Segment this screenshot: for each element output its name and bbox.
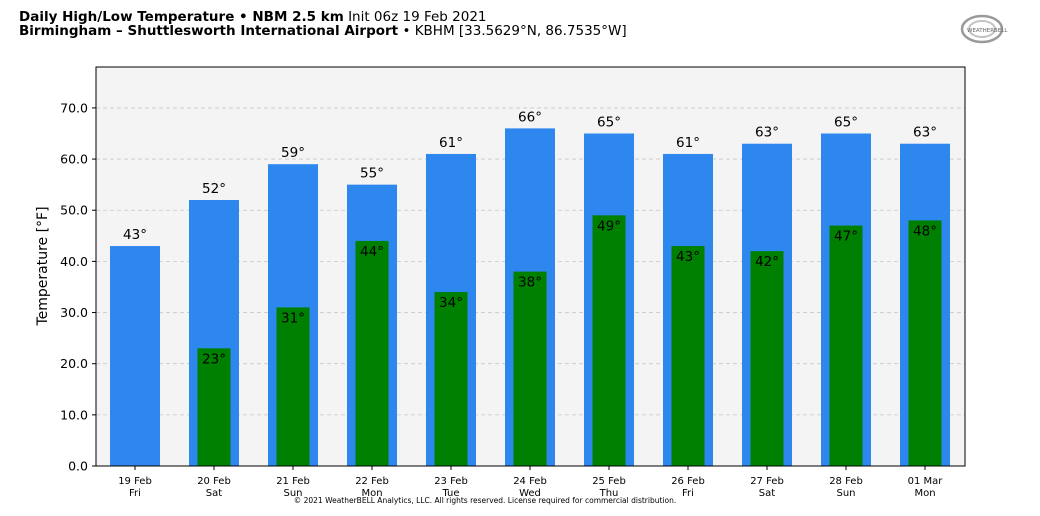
x-tick-date: 19 Feb <box>118 476 152 487</box>
x-tick-day: Mon <box>361 488 382 499</box>
title-bold: Daily High/Low Temperature • NBM 2.5 km <box>19 9 344 25</box>
chart-title: Daily High/Low Temperature • NBM 2.5 km … <box>19 9 487 25</box>
y-tick-label: 50.0 <box>60 203 88 218</box>
y-tick-label: 30.0 <box>60 305 88 320</box>
low-label: 47° <box>834 229 858 245</box>
high-label: 59° <box>281 145 305 161</box>
high-label: 61° <box>676 135 700 151</box>
low-bar <box>592 215 626 466</box>
x-tick-date: 24 Feb <box>513 476 547 487</box>
high-label: 65° <box>834 115 858 131</box>
low-bar <box>355 240 389 466</box>
low-bar <box>750 251 784 466</box>
location-name: Birmingham – Shuttlesworth International… <box>19 23 399 39</box>
low-label: 23° <box>202 351 226 367</box>
x-tick-day: Tue <box>441 488 459 499</box>
high-label: 55° <box>360 166 384 182</box>
y-axis-label: Temperature [°F] <box>35 206 51 326</box>
y-tick-label: 40.0 <box>60 254 88 269</box>
x-tick-day: Sun <box>836 488 855 499</box>
low-label: 43° <box>676 249 700 265</box>
weatherbell-logo-icon: WEATHERBELL <box>960 14 1008 44</box>
low-label: 49° <box>597 218 621 234</box>
y-tick-label: 20.0 <box>60 356 88 371</box>
x-tick-day: Sat <box>759 488 775 499</box>
y-tick-label: 10.0 <box>60 407 88 422</box>
x-tick-date: 28 Feb <box>829 476 863 487</box>
y-tick-label: 70.0 <box>60 100 88 115</box>
x-tick-day: Wed <box>519 488 541 499</box>
high-label: 63° <box>755 125 779 141</box>
high-bar <box>110 246 160 466</box>
low-bar <box>908 220 942 466</box>
x-tick-date: 21 Feb <box>276 476 310 487</box>
x-tick-date: 22 Feb <box>355 476 389 487</box>
x-tick-date: 25 Feb <box>592 476 626 487</box>
high-label: 43° <box>123 227 147 243</box>
copyright-footer: © 2021 WeatherBELL Analytics, LLC. All r… <box>293 496 677 505</box>
y-tick-label: 60.0 <box>60 152 88 167</box>
chart-subtitle: Birmingham – Shuttlesworth International… <box>19 23 627 39</box>
x-tick-date: 26 Feb <box>671 476 705 487</box>
init-time: Init 06z 19 Feb 2021 <box>348 9 487 25</box>
bar-labels: 43° 52° 59° 55° 61° 66° 65° 61° 63° 65° 63° 23° 31° 4… <box>123 109 937 367</box>
x-tick-day: Thu <box>599 488 619 499</box>
location-detail: • KBHM [33.5629°N, 86.7535°W] <box>402 23 627 39</box>
x-tick-day: Mon <box>914 488 935 499</box>
low-bar <box>671 246 705 466</box>
low-label: 31° <box>281 310 305 326</box>
low-bar <box>513 271 547 466</box>
high-label: 52° <box>202 181 226 197</box>
x-tick-day: Sat <box>206 488 222 499</box>
high-label: 63° <box>913 125 937 141</box>
x-tick-date: 01 Mar <box>908 476 944 487</box>
x-tick-date: 27 Feb <box>750 476 784 487</box>
low-label: 38° <box>518 275 542 291</box>
x-tick-date: 20 Feb <box>197 476 231 487</box>
low-bar <box>829 225 863 466</box>
bars <box>110 128 950 466</box>
logo-text: WEATHERBELL <box>967 28 1008 34</box>
low-label: 34° <box>439 295 463 311</box>
low-bar <box>276 307 310 466</box>
x-tick-day: Sun <box>283 488 302 499</box>
low-label: 44° <box>360 244 384 260</box>
high-label: 66° <box>518 109 542 125</box>
low-label: 48° <box>913 223 937 239</box>
high-label: 61° <box>439 135 463 151</box>
x-tick-day: Fri <box>129 488 141 499</box>
x-tick-day: Fri <box>682 488 694 499</box>
x-tick-date: 23 Feb <box>434 476 468 487</box>
low-bar <box>434 292 468 466</box>
low-bar <box>197 348 231 466</box>
low-label: 42° <box>755 254 779 270</box>
y-axis: 0.0 10.0 20.0 30.0 40.0 50.0 60.0 70.0 <box>60 100 96 474</box>
high-label: 65° <box>597 115 621 131</box>
y-tick-label: 0.0 <box>68 459 88 474</box>
